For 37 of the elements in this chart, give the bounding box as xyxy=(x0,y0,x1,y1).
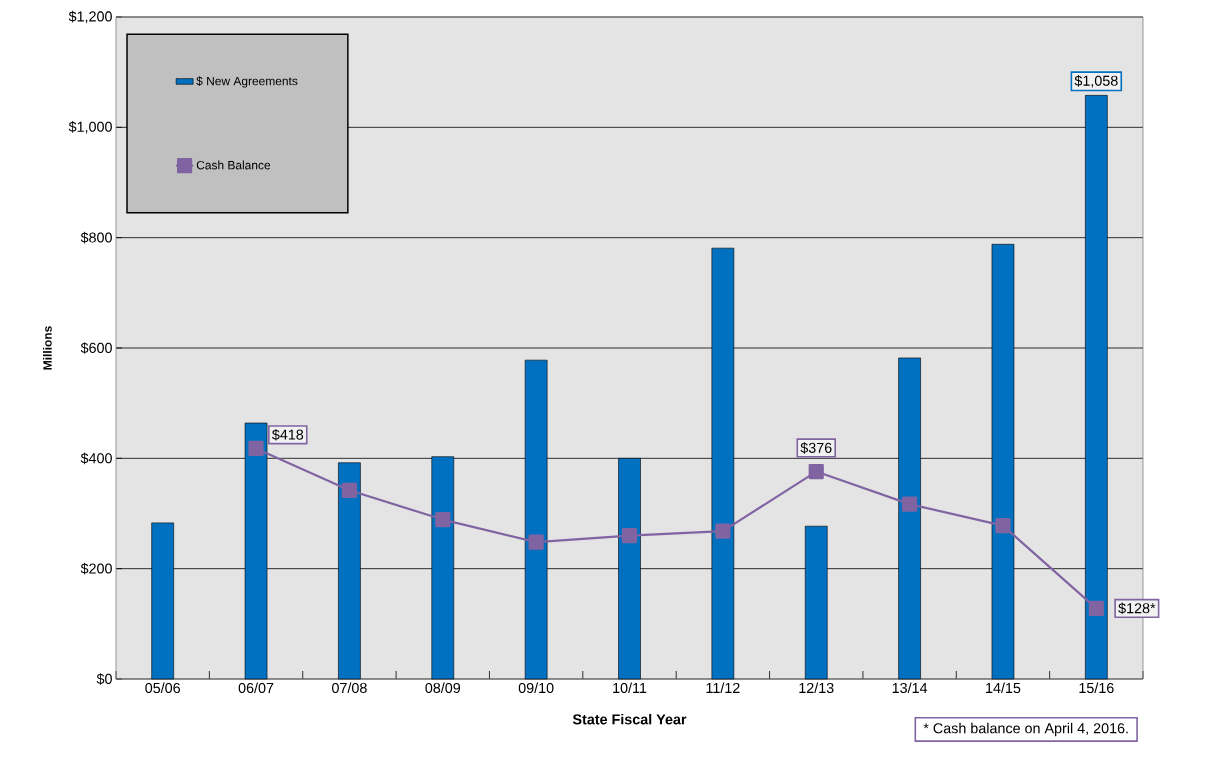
y-tick-label: $800 xyxy=(80,231,112,244)
point xyxy=(435,511,451,528)
y-axis-title: Millions xyxy=(42,326,52,370)
x-tick-label: 08/09 xyxy=(425,682,461,694)
point xyxy=(621,527,638,544)
point xyxy=(715,523,731,539)
x-tick-label: 10/11 xyxy=(613,682,647,694)
text: * Cash balance on April 4, 2016. xyxy=(923,722,1128,737)
point xyxy=(1088,600,1104,616)
data-label: $128* xyxy=(1118,602,1156,615)
x-tick-label: 15/16 xyxy=(1079,682,1114,694)
x-axis-title: State Fiscal Year xyxy=(572,713,687,725)
x-tick-label: 09/10 xyxy=(518,682,554,694)
data-label: $1,058 xyxy=(1074,75,1118,88)
x-tick-label: 11/12 xyxy=(706,682,740,694)
x-tick-label: 14/15 xyxy=(986,682,1021,694)
x-tick-label: 06/07 xyxy=(238,682,274,694)
y-tick-label: $1,200 xyxy=(68,10,112,24)
x-tick-label: 07/08 xyxy=(332,682,367,694)
point xyxy=(902,496,918,512)
x-tick-label: 13/14 xyxy=(892,682,928,694)
point xyxy=(248,440,264,456)
data-label: $418 xyxy=(272,428,304,441)
data-label: $376 xyxy=(800,442,832,454)
x-tick-label: 12/13 xyxy=(799,682,834,694)
y-tick-label: $600 xyxy=(80,342,112,354)
point xyxy=(341,482,358,498)
legend-label: Cash Balance xyxy=(196,160,271,170)
x-tick-label: 05/06 xyxy=(145,682,180,694)
y-tick-label: $200 xyxy=(80,562,112,575)
point xyxy=(808,463,824,480)
y-tick-label: $0 xyxy=(96,673,112,685)
point xyxy=(528,534,544,550)
legend-label: $ New Agreements xyxy=(196,76,298,88)
point xyxy=(995,518,1011,534)
y-tick-label: $1,000 xyxy=(68,121,112,134)
y-tick-label: $400 xyxy=(80,452,112,465)
